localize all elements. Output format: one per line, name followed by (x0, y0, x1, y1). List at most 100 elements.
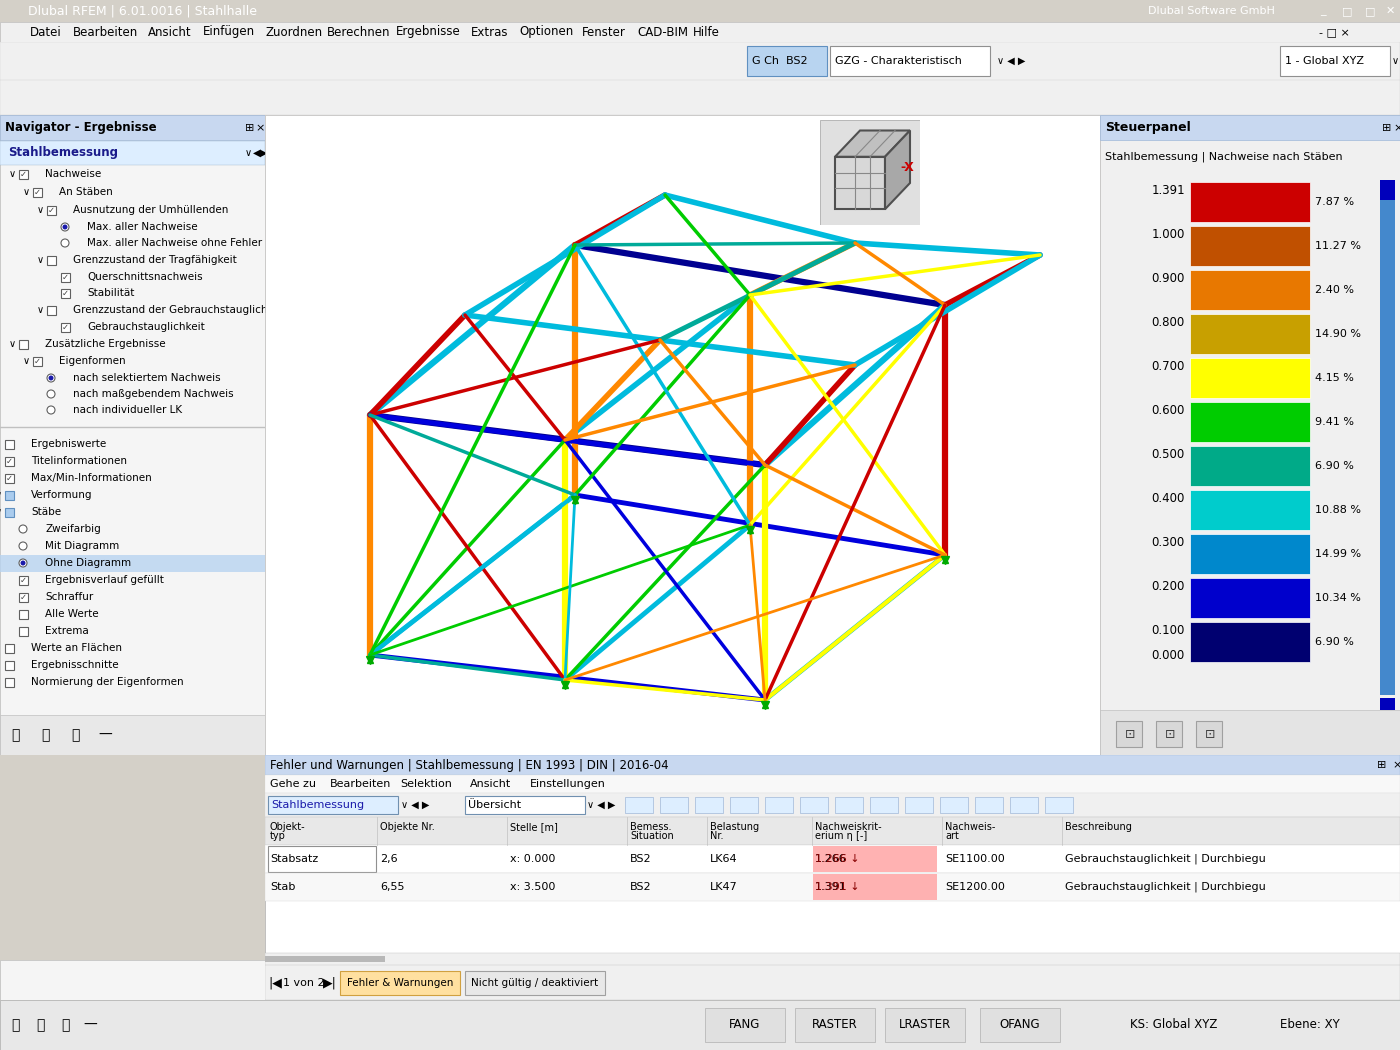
Text: Bearbeiten: Bearbeiten (73, 25, 137, 39)
Text: Titelinformationen: Titelinformationen (31, 456, 127, 466)
Bar (1380, 195, 1394, 695)
Bar (729, 797, 757, 813)
Text: RASTER: RASTER (812, 1018, 858, 1031)
Text: OFANG: OFANG (1000, 1018, 1040, 1031)
Bar (6, 678, 14, 687)
Text: Beschreibung: Beschreibung (1065, 822, 1131, 832)
Text: 👁: 👁 (36, 1018, 45, 1032)
Bar (20, 576, 28, 585)
Text: Objekte Nr.: Objekte Nr. (379, 822, 435, 832)
Text: 0.000: 0.000 (1152, 649, 1184, 662)
Text: 🔍: 🔍 (11, 728, 20, 742)
Text: ∨: ∨ (0, 507, 3, 517)
Bar (1100, 116, 1400, 140)
Text: 0.900: 0.900 (1152, 272, 1184, 285)
Bar (706, 1008, 785, 1042)
Text: ∨: ∨ (8, 169, 17, 179)
Bar (6, 662, 14, 670)
Bar (1116, 721, 1142, 747)
Text: —: — (98, 728, 112, 742)
Text: ∨: ∨ (245, 148, 252, 158)
Bar (799, 797, 827, 813)
Text: ✕: ✕ (1386, 6, 1394, 16)
Text: Stelle [m]: Stelle [m] (510, 822, 557, 832)
Text: 9.41 %: 9.41 % (1315, 417, 1354, 427)
Text: ∨: ∨ (36, 205, 45, 215)
Text: Gebrauchstauglichkeit | Durchbiegu: Gebrauchstauglichkeit | Durchbiegu (1065, 854, 1266, 864)
Text: ✓: ✓ (6, 474, 13, 483)
Circle shape (63, 225, 67, 230)
Text: Selektion: Selektion (400, 779, 452, 789)
Bar (20, 627, 28, 636)
Text: 11.27 %: 11.27 % (1315, 242, 1361, 251)
Text: FANG: FANG (729, 1018, 760, 1031)
Text: ⊞: ⊞ (245, 123, 255, 133)
Text: 2.40 %: 2.40 % (1315, 285, 1354, 295)
Bar (1196, 721, 1222, 747)
Bar (1190, 402, 1310, 442)
Text: Ergebnisse: Ergebnisse (395, 25, 461, 39)
Text: Gebrauchstauglichkeit | Durchbiegu: Gebrauchstauglichkeit | Durchbiegu (1065, 882, 1266, 892)
Text: 1.000: 1.000 (1152, 228, 1184, 242)
Text: Max/Min-Informationen: Max/Min-Informationen (31, 472, 151, 483)
Text: KS: Global XYZ: KS: Global XYZ (1130, 1018, 1218, 1031)
Text: 0.600: 0.600 (1152, 404, 1184, 417)
Circle shape (49, 376, 53, 380)
Text: Ansicht: Ansicht (147, 25, 192, 39)
Text: ∨ ◀ ▶: ∨ ◀ ▶ (997, 56, 1025, 66)
Text: Übersicht: Übersicht (468, 800, 521, 810)
Bar (34, 188, 42, 197)
Text: ✓: ✓ (6, 457, 13, 465)
Bar (265, 845, 1400, 873)
Text: Ebene: XY: Ebene: XY (1280, 1018, 1340, 1031)
Circle shape (62, 239, 69, 247)
Bar (20, 170, 28, 178)
Text: Ohne Diagramm: Ohne Diagramm (45, 558, 132, 568)
Text: 👁: 👁 (41, 728, 49, 742)
Bar (6, 457, 14, 466)
Text: Fehler und Warnungen | Stahlbemessung | EN 1993 | DIN | 2016-04: Fehler und Warnungen | Stahlbemessung | … (270, 758, 669, 772)
Bar (62, 323, 70, 332)
Text: ⊞: ⊞ (1378, 760, 1386, 770)
Bar (20, 610, 28, 620)
Text: 1 von 2: 1 von 2 (283, 978, 325, 988)
Text: Querschnittsnachweis: Querschnittsnachweis (87, 272, 203, 282)
Bar (0, 715, 265, 755)
Text: Nachweis-: Nachweis- (945, 822, 995, 832)
Text: Stabsatz: Stabsatz (270, 854, 318, 864)
Polygon shape (885, 130, 910, 209)
Text: ✓: ✓ (20, 169, 27, 179)
Text: Nicht gültig / deaktiviert: Nicht gültig / deaktiviert (472, 978, 599, 988)
Text: ∨ ◀ ▶: ∨ ◀ ▶ (400, 800, 430, 810)
Text: Nachweiskrit-: Nachweiskrit- (815, 822, 882, 832)
Text: 0.300: 0.300 (1152, 536, 1184, 549)
Text: BS2: BS2 (630, 882, 651, 892)
Bar (265, 953, 1400, 965)
Text: 1.391: 1.391 (815, 882, 847, 892)
Text: Stahlbemessung | Nachweise nach Stäben: Stahlbemessung | Nachweise nach Stäben (1105, 152, 1343, 163)
Text: art: art (945, 831, 959, 841)
Bar (1190, 578, 1310, 618)
Text: Situation: Situation (630, 831, 673, 841)
Bar (48, 256, 56, 265)
Text: Mit Diagramm: Mit Diagramm (45, 541, 119, 551)
Text: LK64: LK64 (710, 854, 738, 864)
Text: nach maßgebendem Nachweis: nach maßgebendem Nachweis (73, 388, 234, 399)
Bar (904, 797, 932, 813)
Text: ×: × (1393, 123, 1400, 133)
Text: Stahlbemessung: Stahlbemessung (8, 147, 118, 160)
Text: 6.90 %: 6.90 % (1315, 461, 1354, 471)
Text: 1 - Global XYZ: 1 - Global XYZ (1285, 56, 1364, 66)
Bar (265, 817, 1400, 845)
Bar (813, 846, 937, 872)
Text: ⊞: ⊞ (1382, 123, 1392, 133)
Text: Verformung: Verformung (31, 490, 92, 500)
Bar (6, 474, 14, 483)
Text: Belastung: Belastung (710, 822, 759, 832)
Text: Berechnen: Berechnen (328, 25, 391, 39)
Text: Fenster: Fenster (581, 25, 626, 39)
Text: ⊡: ⊡ (1124, 728, 1135, 740)
Text: ∨: ∨ (1392, 56, 1399, 66)
Text: 6.90 %: 6.90 % (1315, 637, 1354, 647)
Bar (624, 797, 652, 813)
